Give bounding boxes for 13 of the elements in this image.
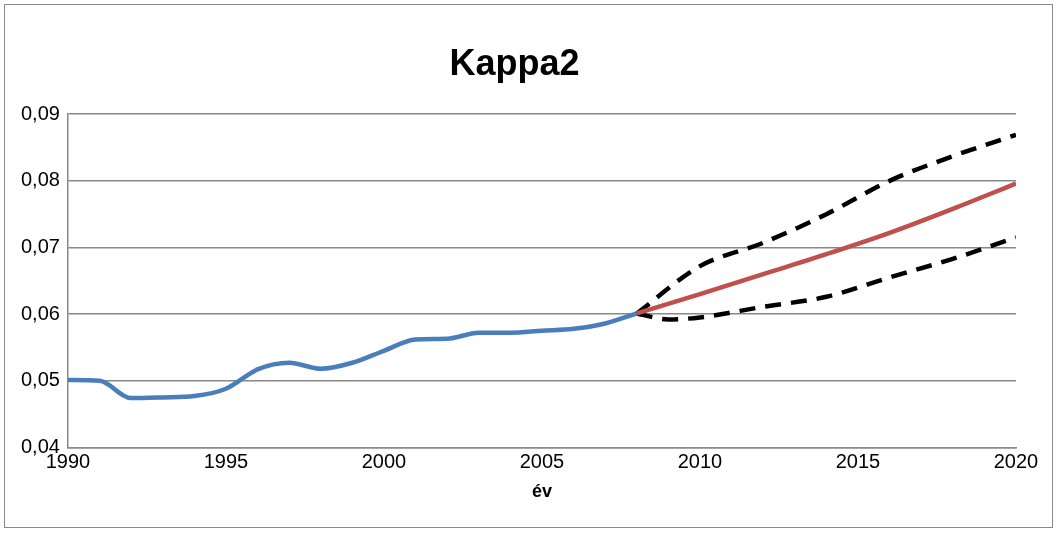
x-tick-label: 2000 — [361, 449, 407, 472]
x-tick-label: 2020 — [993, 449, 1039, 472]
x-tick-label: 1995 — [203, 449, 249, 472]
y-tick-label: 0,08 — [20, 168, 60, 191]
y-tick-label: 0,05 — [20, 368, 60, 391]
y-tick-label: 0,07 — [20, 235, 60, 257]
x-tick-label: 2010 — [677, 449, 723, 472]
x-tick-label: 2005 — [519, 449, 565, 472]
y-tick-label: 0,06 — [20, 301, 60, 324]
x-tick-label: 2015 — [835, 449, 881, 472]
y-tick-label: 0,09 — [20, 101, 60, 124]
x-axis-title: év — [531, 481, 552, 502]
chart-title: Kappa2 — [449, 41, 580, 83]
